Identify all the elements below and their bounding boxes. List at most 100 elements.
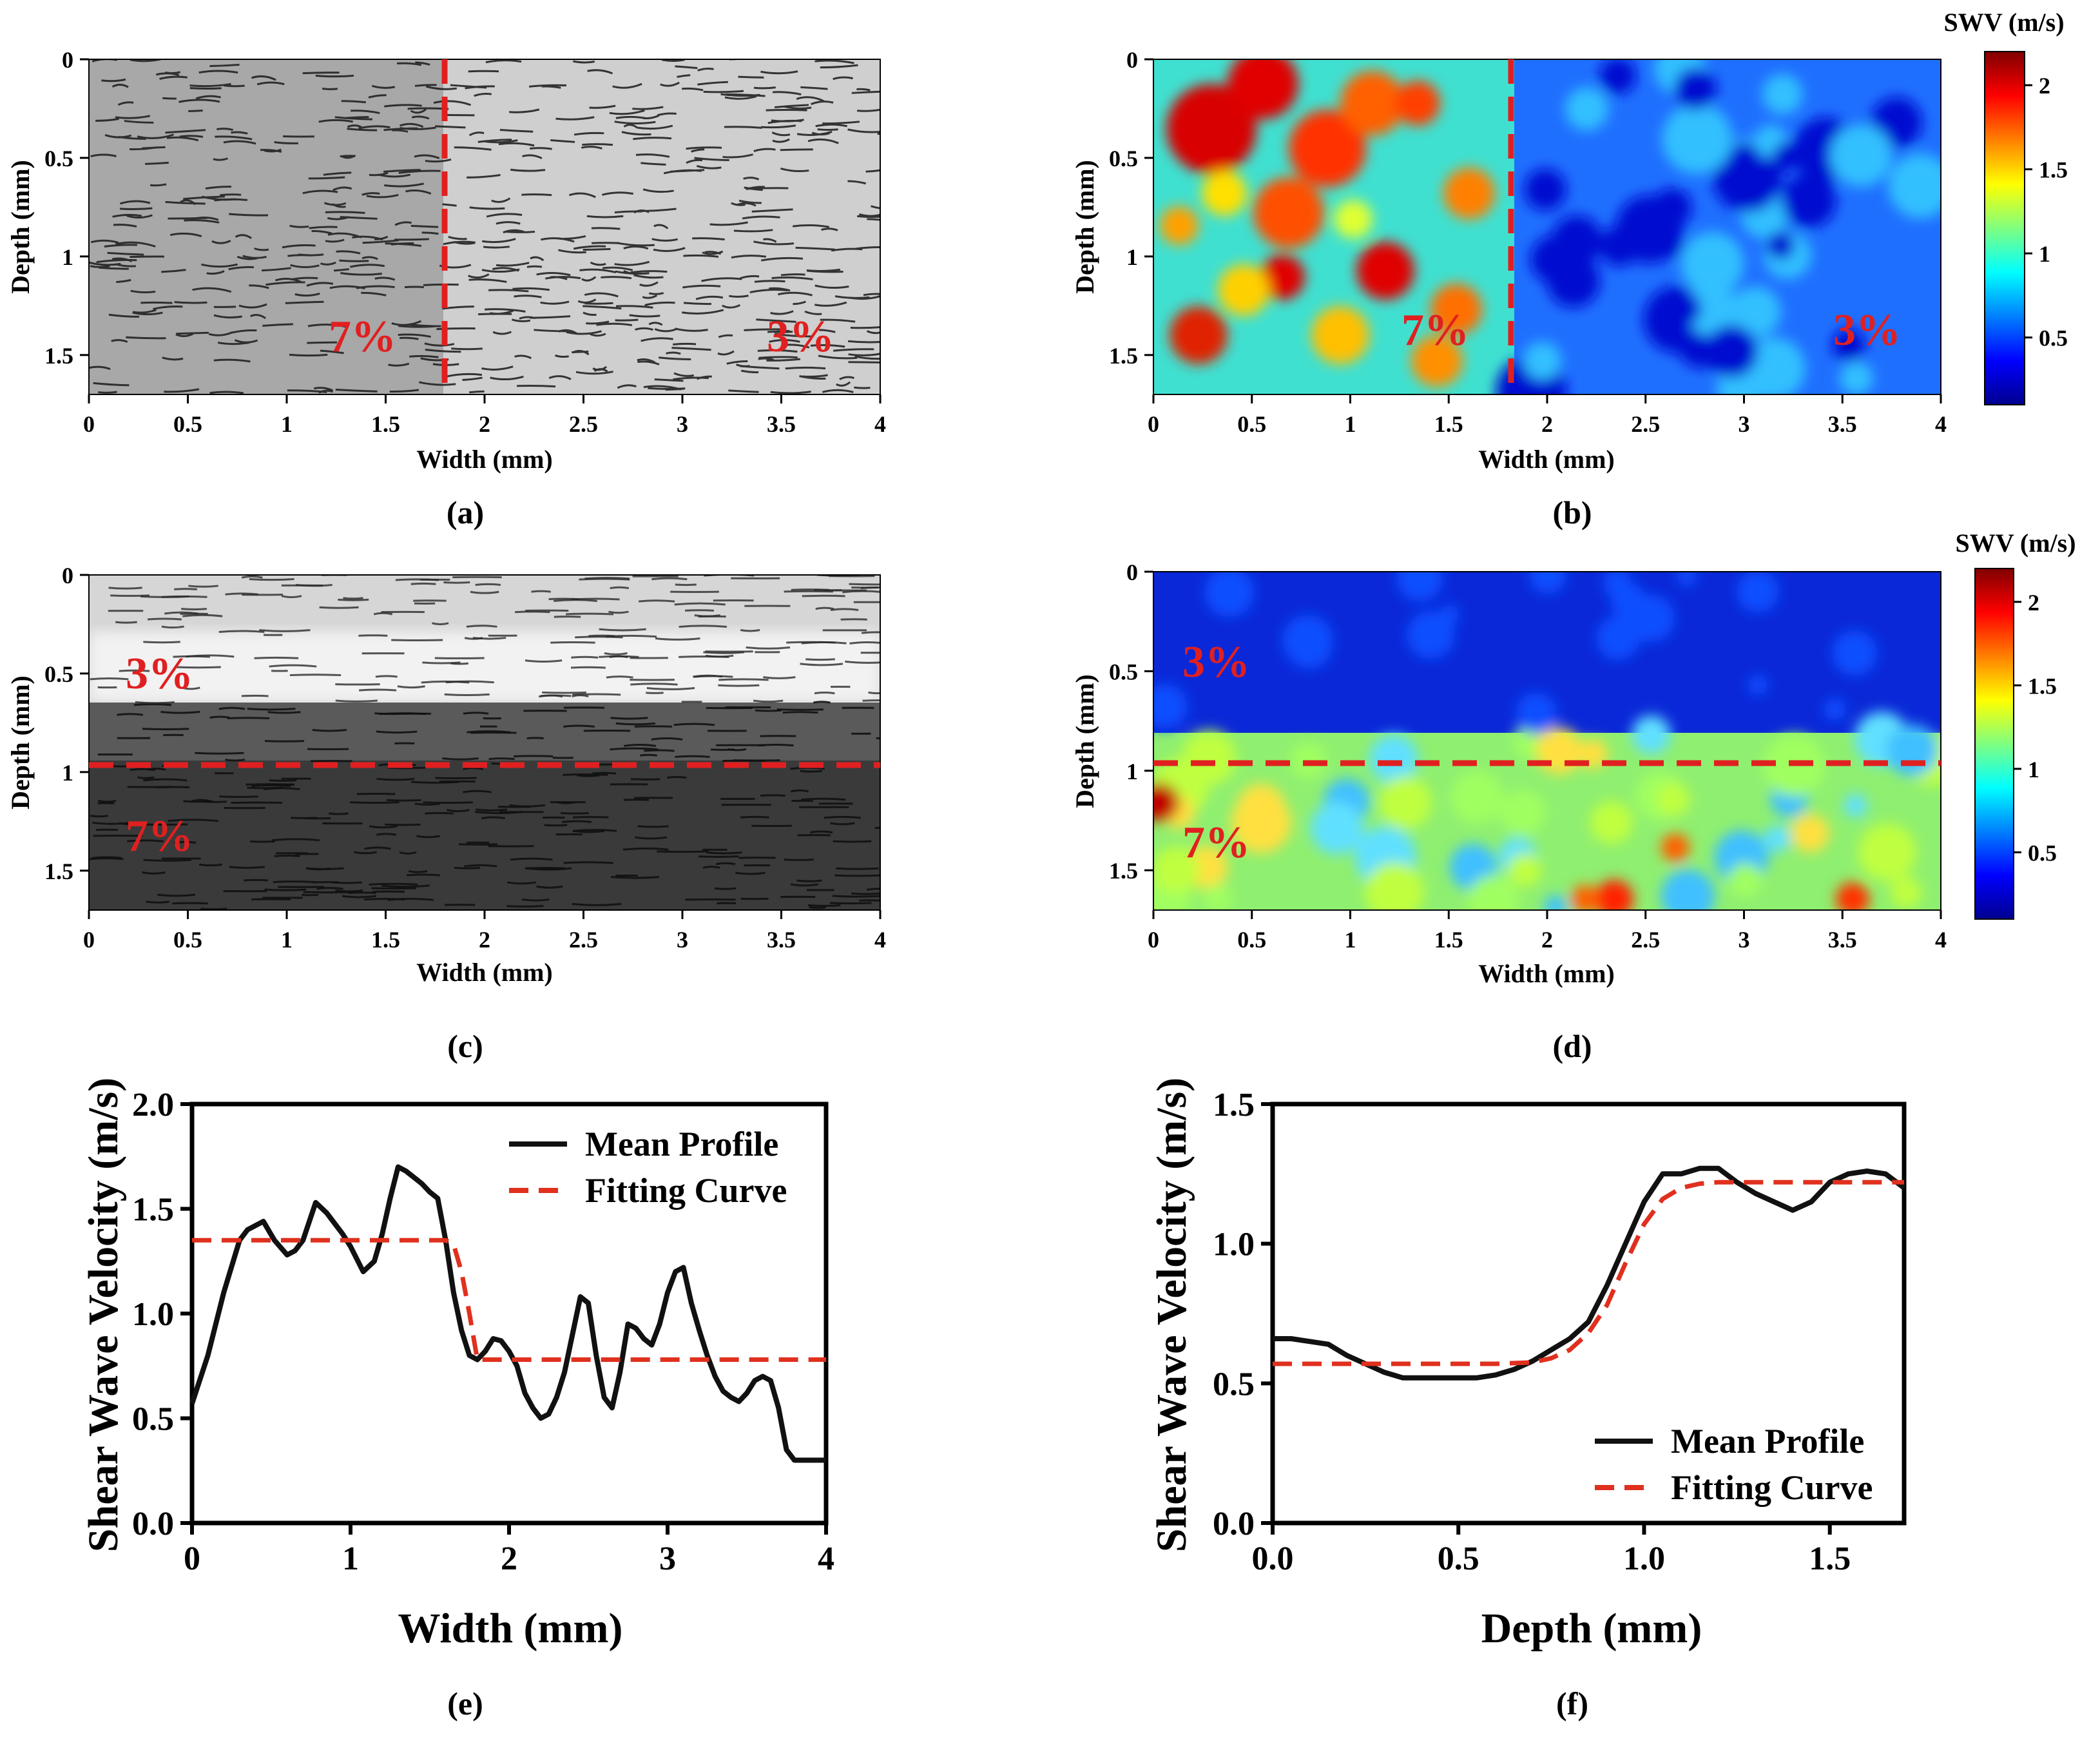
heat-blob xyxy=(1499,789,1546,836)
speckle xyxy=(376,777,415,781)
speckle xyxy=(790,883,819,887)
speckle xyxy=(492,331,512,335)
heat-blob xyxy=(1379,776,1432,829)
speckle xyxy=(475,811,522,815)
heat-blob xyxy=(1615,195,1684,264)
speckle xyxy=(847,340,880,344)
speckle xyxy=(90,239,119,244)
speckle xyxy=(418,381,456,386)
panel-b-colorbar xyxy=(1984,51,2025,405)
speckle xyxy=(729,295,749,298)
speckle xyxy=(810,344,845,348)
speckle xyxy=(469,206,505,210)
panel-d-xtick-label: 0 xyxy=(1148,927,1159,953)
speckle xyxy=(320,349,344,354)
speckle xyxy=(474,92,492,97)
speckle xyxy=(682,284,721,289)
speckle xyxy=(256,81,285,86)
speckle xyxy=(325,211,365,214)
speckle xyxy=(467,174,501,179)
speckle xyxy=(217,128,234,131)
speckle xyxy=(447,809,470,813)
speckle xyxy=(822,121,860,125)
panel-b-ytick-label: 0.5 xyxy=(1109,146,1138,171)
panel-b-xlabel: Width (mm) xyxy=(1478,445,1614,474)
speckle xyxy=(287,389,327,393)
speckle xyxy=(241,575,263,579)
panel-a-ytick-label: 0.5 xyxy=(44,146,73,171)
speckle xyxy=(307,341,338,344)
heat-blob xyxy=(1832,630,1878,676)
speckle xyxy=(572,694,589,698)
speckle xyxy=(181,686,200,690)
speckle xyxy=(140,301,173,304)
speckle xyxy=(673,723,715,726)
speckle xyxy=(175,333,194,338)
panel-e-ytick-label: 0.5 xyxy=(132,1401,174,1438)
speckle xyxy=(394,221,412,226)
panel-f-ytick-label: 1.0 xyxy=(1213,1227,1255,1263)
speckle xyxy=(442,203,457,207)
heat-blob xyxy=(1661,833,1690,862)
speckle xyxy=(336,250,361,255)
speckle xyxy=(98,391,117,394)
speckle xyxy=(448,235,467,240)
speckle xyxy=(820,318,856,323)
speckle xyxy=(508,108,540,113)
speckle xyxy=(697,67,714,72)
speckle xyxy=(583,305,622,310)
speckle xyxy=(550,139,575,143)
speckle xyxy=(784,590,833,593)
heat-blob xyxy=(1516,692,1557,734)
speckle xyxy=(488,289,529,293)
speckle xyxy=(462,376,483,381)
speckle xyxy=(617,384,637,389)
heat-blob xyxy=(1237,784,1286,832)
speckle xyxy=(590,333,606,337)
panel-d-label-1: 3% xyxy=(1182,637,1250,687)
speckle xyxy=(814,59,854,64)
speckle xyxy=(391,320,422,326)
speckle xyxy=(107,251,144,256)
speckle xyxy=(238,303,267,309)
heat-blob xyxy=(1773,142,1802,171)
panel-f-series-mean-profile xyxy=(1273,1165,1906,1381)
heat-blob xyxy=(1340,71,1405,135)
speckle xyxy=(468,273,490,279)
speckle xyxy=(392,129,409,133)
speckle xyxy=(351,110,380,115)
speckle xyxy=(264,148,282,153)
speckle xyxy=(165,200,206,205)
speckle xyxy=(183,800,213,803)
heat-blob xyxy=(1204,572,1255,617)
speckle xyxy=(410,108,427,114)
speckle xyxy=(101,78,126,82)
panel-a-ytick-label: 0 xyxy=(62,47,73,73)
speckle xyxy=(646,686,695,690)
speckle xyxy=(250,314,266,320)
speckle xyxy=(96,258,137,264)
speckle xyxy=(751,208,793,213)
speckle xyxy=(230,329,257,334)
speckle xyxy=(815,606,834,610)
speckle xyxy=(115,241,156,247)
speckle xyxy=(308,176,345,180)
speckle xyxy=(540,694,572,697)
speckle xyxy=(602,191,633,196)
speckle xyxy=(583,311,597,316)
speckle xyxy=(666,351,681,355)
speckle xyxy=(738,199,762,204)
speckle xyxy=(771,131,791,137)
heat-blob xyxy=(1443,168,1495,219)
heat-blob xyxy=(1524,168,1566,211)
speckle xyxy=(623,269,642,275)
panel-a-xtick-label: 3 xyxy=(677,411,688,437)
speckle xyxy=(127,839,164,842)
panel-c-ytick-label: 0 xyxy=(62,563,73,588)
speckle xyxy=(573,245,606,250)
speckle xyxy=(514,295,542,298)
panel-c-ytick-label: 0.5 xyxy=(44,661,73,687)
speckle xyxy=(743,177,760,180)
speckle xyxy=(164,388,200,393)
speckle xyxy=(741,369,759,374)
